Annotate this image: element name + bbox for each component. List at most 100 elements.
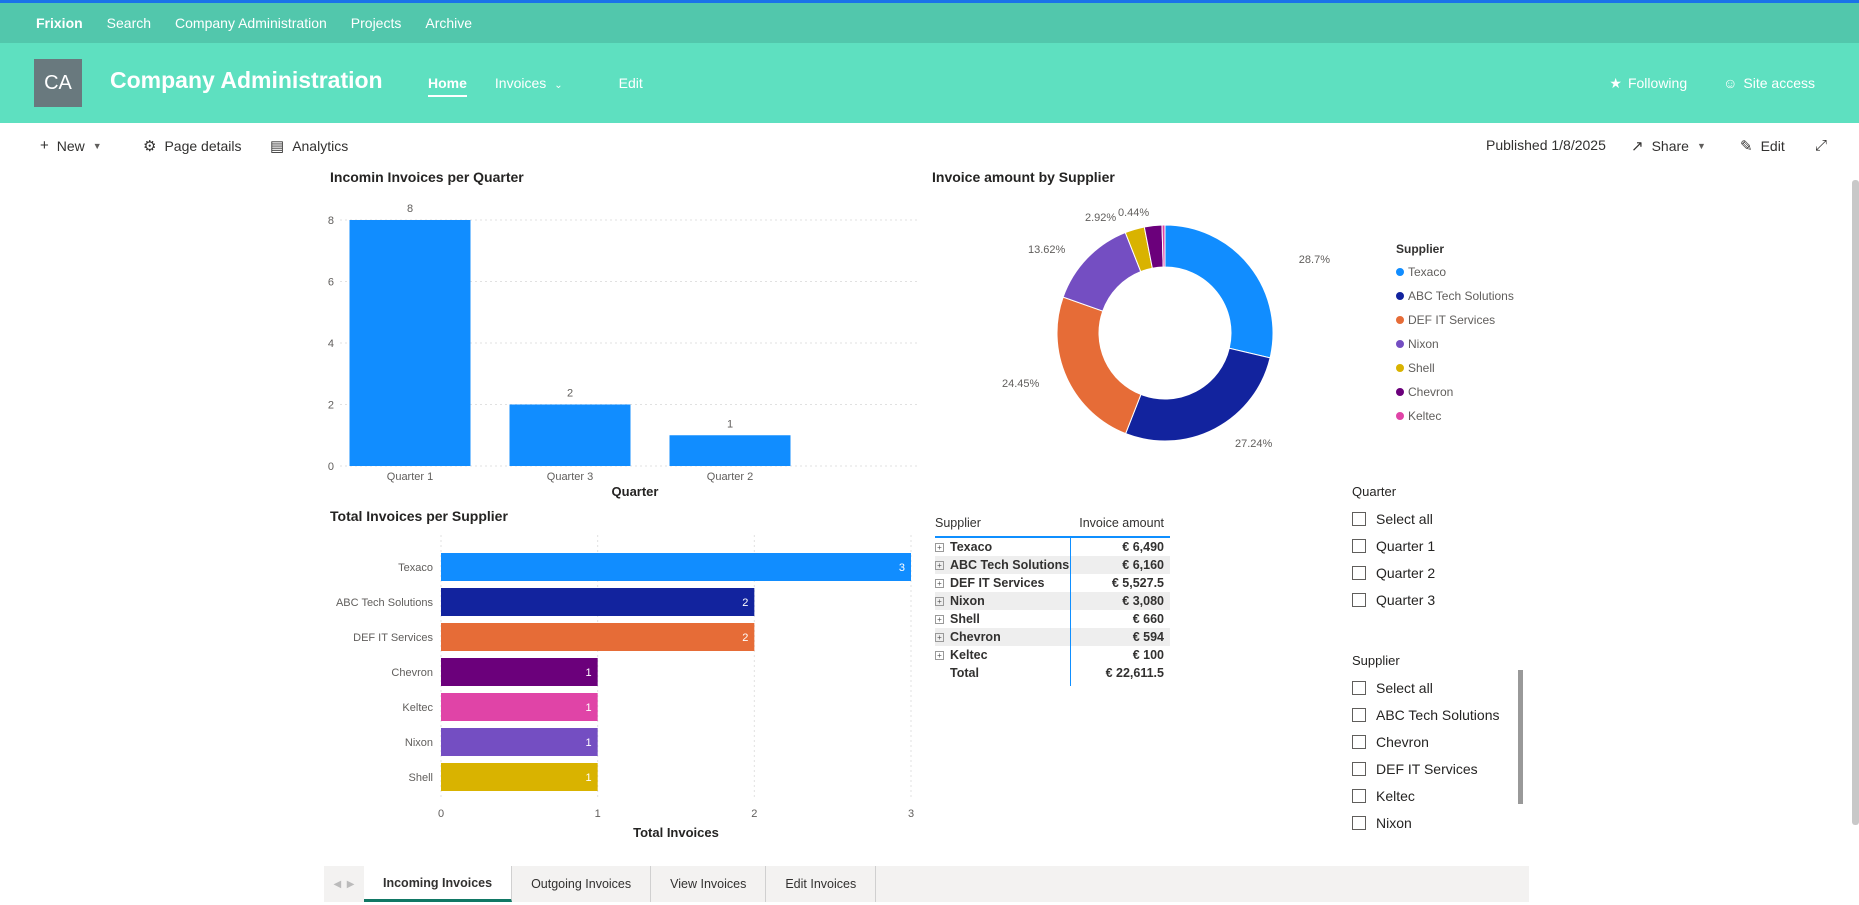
donut-slice[interactable]: [1124, 347, 1271, 442]
bar[interactable]: [441, 728, 598, 756]
topbar-link-projects[interactable]: Projects: [350, 15, 402, 31]
legend-item[interactable]: Texaco: [1396, 260, 1514, 284]
site-title[interactable]: Company Administration: [110, 67, 383, 93]
following-button[interactable]: ★ Following: [1609, 75, 1687, 92]
chart-title-total-per-supplier: Total Invoices per Supplier: [330, 508, 508, 524]
bar[interactable]: [441, 658, 598, 686]
expand-plus-icon[interactable]: +: [935, 542, 944, 552]
checkbox[interactable]: [1352, 511, 1366, 526]
tab-incoming-invoices[interactable]: Incoming Invoices: [364, 866, 513, 902]
slice-label: 24.45%: [1002, 378, 1040, 390]
slicer-item[interactable]: ABC Tech Solutions: [1352, 701, 1499, 728]
checkbox[interactable]: [1352, 761, 1366, 776]
donut-legend: Supplier Texaco ABC Tech Solutions DEF IT …: [1396, 242, 1514, 428]
bar[interactable]: [441, 693, 598, 721]
y-tick-label: Shell: [409, 772, 433, 784]
bar[interactable]: [441, 623, 755, 651]
expand-plus-icon[interactable]: +: [935, 614, 944, 624]
edit-button[interactable]: ✎ Edit: [1740, 137, 1785, 155]
page-details-label: Page details: [164, 138, 242, 154]
legend-item[interactable]: Chevron: [1396, 380, 1514, 404]
bar-chart-supplier[interactable]: 0 1 2 3 Texaco 3 ABC Tech Solutions 2 DEF IT Ser…: [320, 530, 920, 850]
tab-scroll-arrows[interactable]: ◀ ▶: [333, 878, 355, 890]
y-tick-label: Keltec: [402, 702, 433, 714]
x-tick-label: Quarter 2: [707, 471, 753, 483]
bar[interactable]: [669, 435, 791, 466]
donut-slice[interactable]: [1056, 296, 1142, 435]
site-logo[interactable]: CA: [34, 59, 82, 107]
brand-link[interactable]: Frixion: [36, 15, 83, 31]
table-row[interactable]: + DEF IT Services € 5,527.5: [935, 574, 1170, 592]
topbar-link-company-administration[interactable]: Company Administration: [175, 15, 327, 31]
slicer-item[interactable]: Select all: [1352, 674, 1499, 701]
data-label: 1: [586, 702, 592, 714]
legend-item[interactable]: Keltec: [1396, 404, 1514, 428]
expand-plus-icon[interactable]: +: [935, 650, 944, 660]
checkbox[interactable]: [1352, 565, 1366, 580]
checkbox[interactable]: [1352, 734, 1366, 749]
donut-slice[interactable]: [1164, 224, 1274, 359]
bar[interactable]: [349, 220, 471, 466]
slicer-item[interactable]: Nixon: [1352, 809, 1499, 836]
data-label: 3: [899, 562, 905, 574]
tab-view-invoices[interactable]: View Invoices: [651, 866, 767, 902]
page-scrollbar[interactable]: [1852, 180, 1859, 825]
checkbox[interactable]: [1352, 815, 1366, 830]
table-row[interactable]: + Texaco € 6,490: [935, 538, 1170, 556]
bar[interactable]: [441, 763, 598, 791]
matrix-supplier-cell: + ABC Tech Solutions: [935, 558, 1070, 572]
topbar-link-archive[interactable]: Archive: [425, 15, 473, 31]
analytics-button[interactable]: ▤ Analytics: [270, 137, 348, 155]
nav-edit[interactable]: Edit: [618, 75, 643, 91]
checkbox[interactable]: [1352, 788, 1366, 803]
matrix-header-amount[interactable]: Invoice amount: [1079, 516, 1164, 530]
matrix-supplier-cell: + Keltec: [935, 648, 1070, 662]
table-row[interactable]: + ABC Tech Solutions € 6,160: [935, 556, 1170, 574]
checkbox[interactable]: [1352, 707, 1366, 722]
new-button[interactable]: + New ▼: [40, 137, 102, 154]
share-button[interactable]: ↗ Share ▼: [1631, 137, 1706, 155]
checkbox[interactable]: [1352, 680, 1366, 695]
bar[interactable]: [441, 553, 911, 581]
legend-item[interactable]: Nixon: [1396, 332, 1514, 356]
table-row[interactable]: + Chevron € 594: [935, 628, 1170, 646]
page-details-button[interactable]: ⚙ Page details: [143, 137, 242, 155]
checkbox[interactable]: [1352, 538, 1366, 553]
expand-icon[interactable]: ⤢: [1815, 137, 1828, 154]
table-row[interactable]: + Nixon € 3,080: [935, 592, 1170, 610]
donut-chart-supplier[interactable]: 28.7% 27.24% 24.45% 13.62% 2.92% 0.44%: [980, 195, 1340, 465]
slicer-scrollbar[interactable]: [1518, 670, 1523, 804]
bar[interactable]: [509, 404, 631, 467]
legend-item[interactable]: DEF IT Services: [1396, 308, 1514, 332]
expand-plus-icon[interactable]: +: [935, 560, 944, 570]
topbar-link-search[interactable]: Search: [106, 15, 152, 31]
expand-plus-icon[interactable]: +: [935, 632, 944, 642]
expand-plus-icon[interactable]: +: [935, 578, 944, 588]
slicer-item[interactable]: Chevron: [1352, 728, 1499, 755]
site-access-button[interactable]: ☺ Site access: [1723, 75, 1815, 92]
slicer-item[interactable]: Select all: [1352, 505, 1435, 532]
expand-plus-icon[interactable]: +: [935, 596, 944, 606]
legend-label: Shell: [1408, 361, 1435, 375]
slicer-item[interactable]: Quarter 2: [1352, 559, 1435, 586]
tab-edit-invoices[interactable]: Edit Invoices: [766, 866, 877, 902]
checkbox[interactable]: [1352, 592, 1366, 607]
slicer-item[interactable]: Quarter 3: [1352, 586, 1435, 613]
slicer-item[interactable]: Quarter 1: [1352, 532, 1435, 559]
donut-slice[interactable]: [1161, 224, 1166, 268]
slicer-item[interactable]: DEF IT Services: [1352, 755, 1499, 782]
table-row[interactable]: + Shell € 660: [935, 610, 1170, 628]
table-row[interactable]: + Keltec € 100: [935, 646, 1170, 664]
tab-outgoing-invoices[interactable]: Outgoing Invoices: [512, 866, 652, 902]
bar-chart-quarter[interactable]: 0 2 4 6 8 8 Quarter 1 2 Quarter 3 1 Quarter 2 Quart…: [320, 195, 930, 505]
donut-slice[interactable]: [1062, 231, 1142, 312]
nav-invoices[interactable]: Invoices ⌄: [495, 75, 591, 91]
slicer-item[interactable]: Keltec: [1352, 782, 1499, 809]
matrix-header-supplier[interactable]: Supplier: [935, 516, 981, 530]
invoice-amount: € 3,080: [1122, 594, 1164, 608]
legend-item[interactable]: ABC Tech Solutions: [1396, 284, 1514, 308]
slicer-item-label: Nixon: [1376, 814, 1412, 831]
nav-home[interactable]: Home: [428, 75, 467, 97]
bar[interactable]: [441, 588, 755, 616]
legend-item[interactable]: Shell: [1396, 356, 1514, 380]
